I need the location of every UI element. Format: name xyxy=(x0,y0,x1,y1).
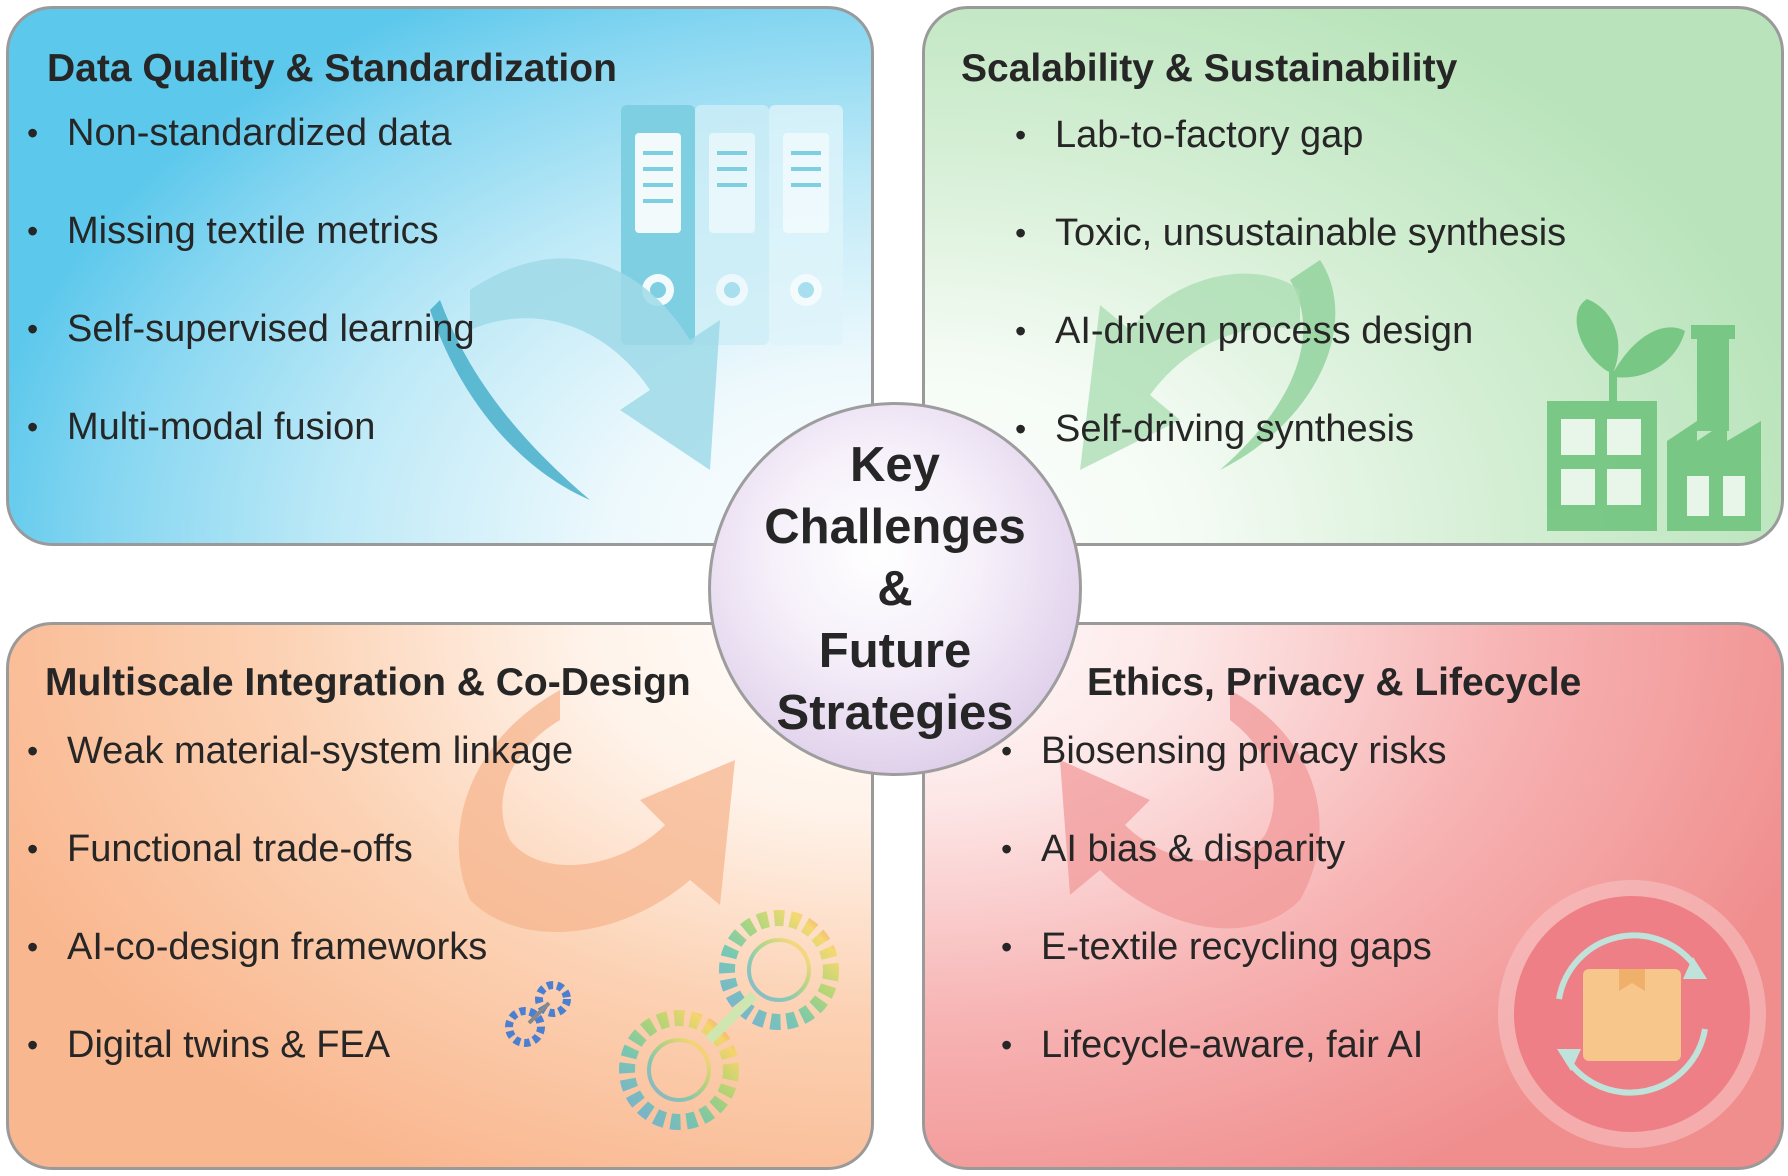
panel-scalability: Scalability & Sustainability Lab-to-fact… xyxy=(922,6,1784,546)
panel-title: Data Quality & Standardization xyxy=(47,47,617,90)
list-item: Multi-modal fusion xyxy=(27,405,475,503)
list-item: Biosensing privacy risks xyxy=(1001,729,1447,827)
list-item: Lab-to-factory gap xyxy=(1015,113,1566,211)
list-item: Missing textile metrics xyxy=(27,209,475,307)
panel-title: Ethics, Privacy & Lifecycle xyxy=(1087,661,1582,704)
list-item: Weak material-system linkage xyxy=(27,729,573,827)
list-item: Self-supervised learning xyxy=(27,307,475,405)
panel-title: Scalability & Sustainability xyxy=(961,47,1458,90)
list-item: Toxic, unsustainable synthesis xyxy=(1015,211,1566,309)
list-item: Digital twins & FEA xyxy=(27,1023,573,1121)
bullet-list: Non-standardized data Missing textile me… xyxy=(27,111,475,503)
list-item: AI bias & disparity xyxy=(1001,827,1446,925)
filing-binders-icon xyxy=(621,105,843,345)
center-title: Key Challenges & Future Strategies xyxy=(764,438,1026,740)
gears-icon xyxy=(619,910,839,1130)
list-item: Self-driving synthesis xyxy=(1015,407,1566,505)
panel-ethics: Ethics, Privacy & Lifecycle Biosensing p… xyxy=(922,622,1784,1170)
list-item: Non-standardized data xyxy=(27,111,475,209)
center-circle: Key Challenges & Future Strategies xyxy=(708,402,1082,776)
list-item: AI-driven process design xyxy=(1015,309,1566,407)
eco-factory-icon xyxy=(1547,299,1761,531)
list-item: AI-co-design frameworks xyxy=(27,925,573,1023)
bullet-list: Weak material-system linkage Functional … xyxy=(27,729,573,1121)
panel-multiscale: Multiscale Integration & Co-Design Weak … xyxy=(6,622,874,1170)
panel-title: Multiscale Integration & Co-Design xyxy=(45,661,691,704)
panel-data-quality: Data Quality & Standardization Non-stand… xyxy=(6,6,874,546)
list-item: Lifecycle-aware, fair AI xyxy=(1001,1023,1446,1121)
bullet-list: Biosensing privacy risks AI bias & dispa… xyxy=(1001,729,1447,1121)
list-item: E-textile recycling gaps xyxy=(1001,925,1446,1023)
bullet-list: Lab-to-factory gap Toxic, unsustainable … xyxy=(1015,113,1566,505)
recycle-box-icon xyxy=(1498,880,1766,1148)
list-item: Functional trade-offs xyxy=(27,827,573,925)
